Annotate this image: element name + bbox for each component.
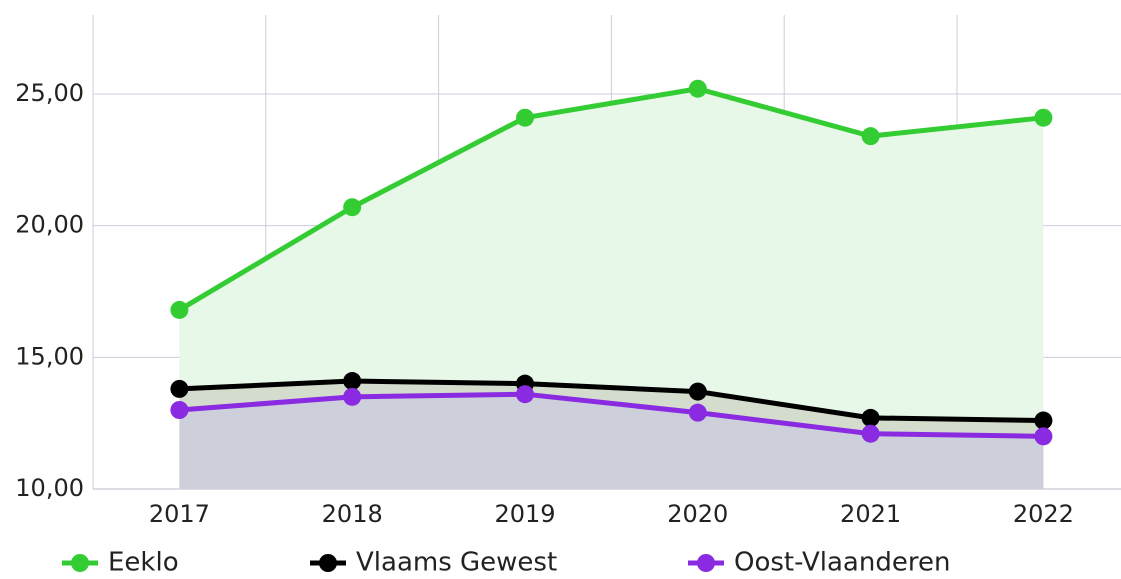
point [861, 408, 880, 427]
point [688, 79, 707, 98]
area [179, 394, 1044, 489]
y-tick-label: 20,00 [15, 211, 84, 239]
legend-marker [319, 554, 337, 572]
legend-label: Vlaams Gewest [356, 548, 557, 578]
line [179, 391, 1044, 439]
point [688, 403, 707, 422]
legend-item: Eeklo [62, 548, 179, 578]
point [170, 401, 189, 419]
point [1034, 108, 1053, 127]
legend-label: Eeklo [108, 548, 179, 578]
legend-item: Oost-Vlaanderen [688, 548, 950, 578]
point [343, 372, 362, 391]
legend-item: Vlaams Gewest [310, 548, 557, 578]
x-tick-label: 2019 [494, 500, 555, 528]
point [170, 300, 189, 319]
legend-label: Oost-Vlaanderen [734, 548, 950, 578]
point [1034, 427, 1053, 446]
legend-marker [697, 554, 715, 572]
x-tick-label: 2018 [322, 500, 383, 528]
point [861, 127, 880, 146]
line [179, 378, 1044, 424]
y-tick-label: 25,00 [15, 79, 84, 107]
legend-marker [71, 554, 89, 572]
point [861, 424, 880, 443]
point [688, 382, 707, 401]
y-tick-label: 15,00 [15, 342, 84, 370]
point [516, 385, 534, 404]
x-tick-label: 2017 [149, 500, 210, 528]
point [516, 108, 534, 127]
point [343, 387, 362, 406]
x-tick-label: 2020 [667, 500, 728, 528]
line [178, 86, 1044, 313]
y-tick-label: 10,00 [15, 474, 84, 502]
point [1034, 411, 1053, 430]
x-tick-label: 2021 [840, 500, 901, 528]
point [170, 379, 189, 398]
point [343, 198, 362, 217]
x-tick-label: 2022 [1013, 500, 1074, 528]
